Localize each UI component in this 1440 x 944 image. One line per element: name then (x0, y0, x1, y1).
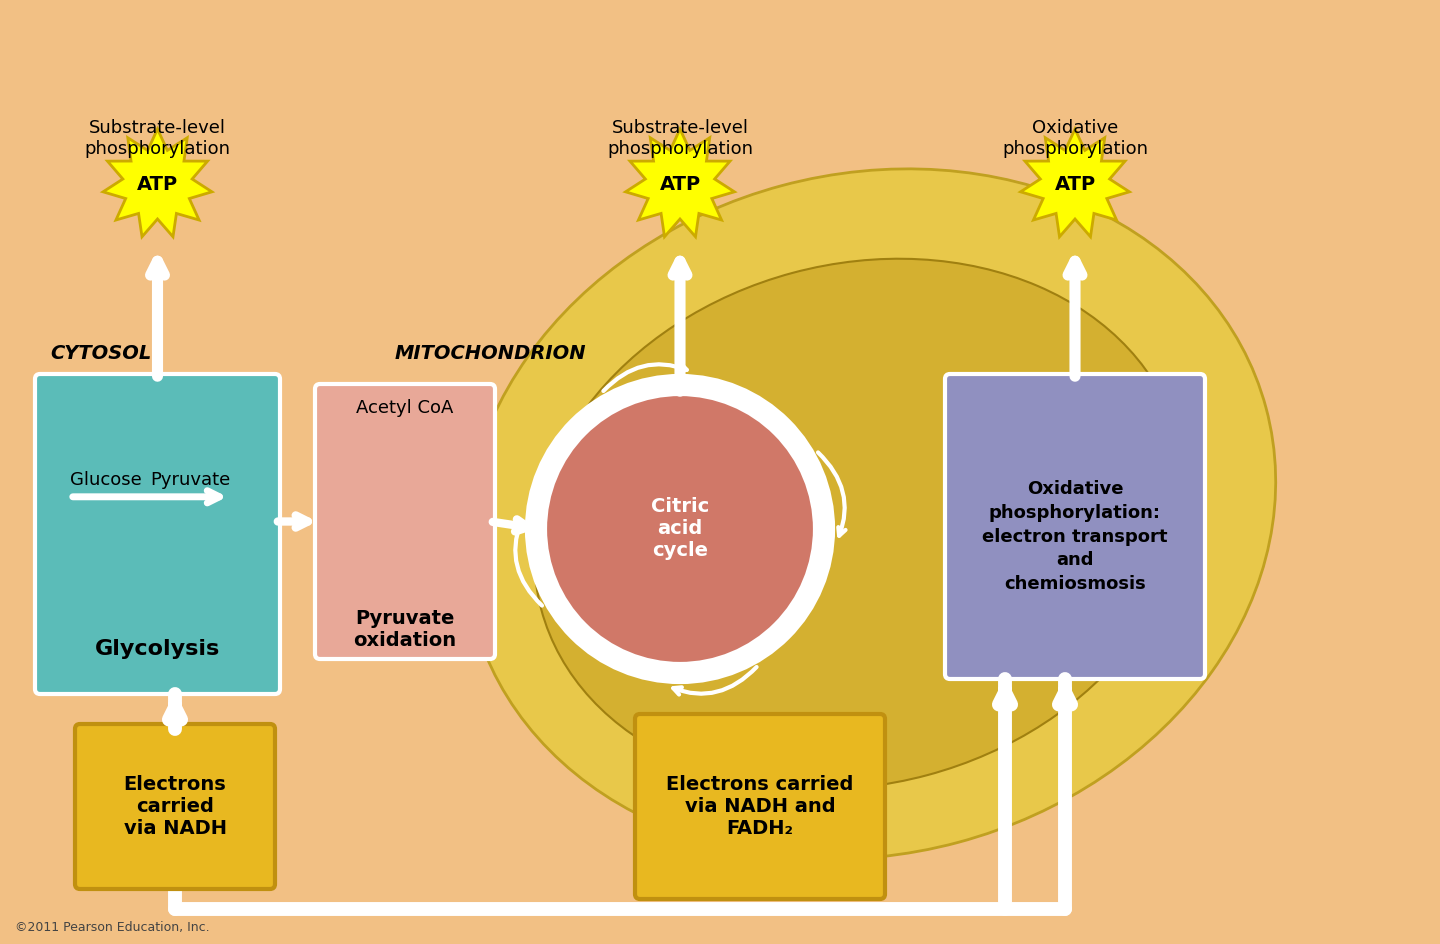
Text: ATP: ATP (1054, 175, 1096, 194)
FancyBboxPatch shape (945, 374, 1205, 679)
Text: Pyruvate
oxidation: Pyruvate oxidation (353, 609, 456, 650)
FancyBboxPatch shape (75, 724, 275, 889)
Text: Pyruvate: Pyruvate (150, 471, 230, 489)
Text: Electrons
carried
via NADH: Electrons carried via NADH (124, 775, 226, 838)
Polygon shape (104, 129, 212, 237)
Circle shape (544, 394, 815, 664)
Text: Glycolysis: Glycolysis (95, 639, 220, 659)
Text: ATP: ATP (137, 175, 179, 194)
Text: Substrate-level
phosphorylation: Substrate-level phosphorylation (85, 119, 230, 158)
Circle shape (527, 376, 832, 682)
Text: Substrate-level
phosphorylation: Substrate-level phosphorylation (608, 119, 753, 158)
FancyBboxPatch shape (35, 374, 279, 694)
Text: ATP: ATP (660, 175, 701, 194)
FancyBboxPatch shape (315, 384, 495, 659)
Text: Oxidative
phosphorylation: Oxidative phosphorylation (1002, 119, 1148, 158)
Polygon shape (1021, 129, 1129, 237)
Text: Acetyl CoA: Acetyl CoA (356, 399, 454, 417)
Text: ©2011 Pearson Education, Inc.: ©2011 Pearson Education, Inc. (14, 921, 210, 934)
Text: CYTOSOL: CYTOSOL (50, 344, 151, 363)
Text: Citric
acid
cycle: Citric acid cycle (651, 497, 708, 561)
Ellipse shape (534, 259, 1185, 789)
Polygon shape (625, 129, 734, 237)
Text: MITOCHONDRION: MITOCHONDRION (395, 344, 586, 363)
FancyBboxPatch shape (635, 714, 886, 899)
Text: Oxidative
phosphorylation:
electron transport
and
chemiosmosis: Oxidative phosphorylation: electron tran… (982, 480, 1168, 593)
Ellipse shape (464, 169, 1276, 859)
Text: Electrons carried
via NADH and
FADH₂: Electrons carried via NADH and FADH₂ (667, 775, 854, 838)
Text: Glucose: Glucose (71, 471, 141, 489)
